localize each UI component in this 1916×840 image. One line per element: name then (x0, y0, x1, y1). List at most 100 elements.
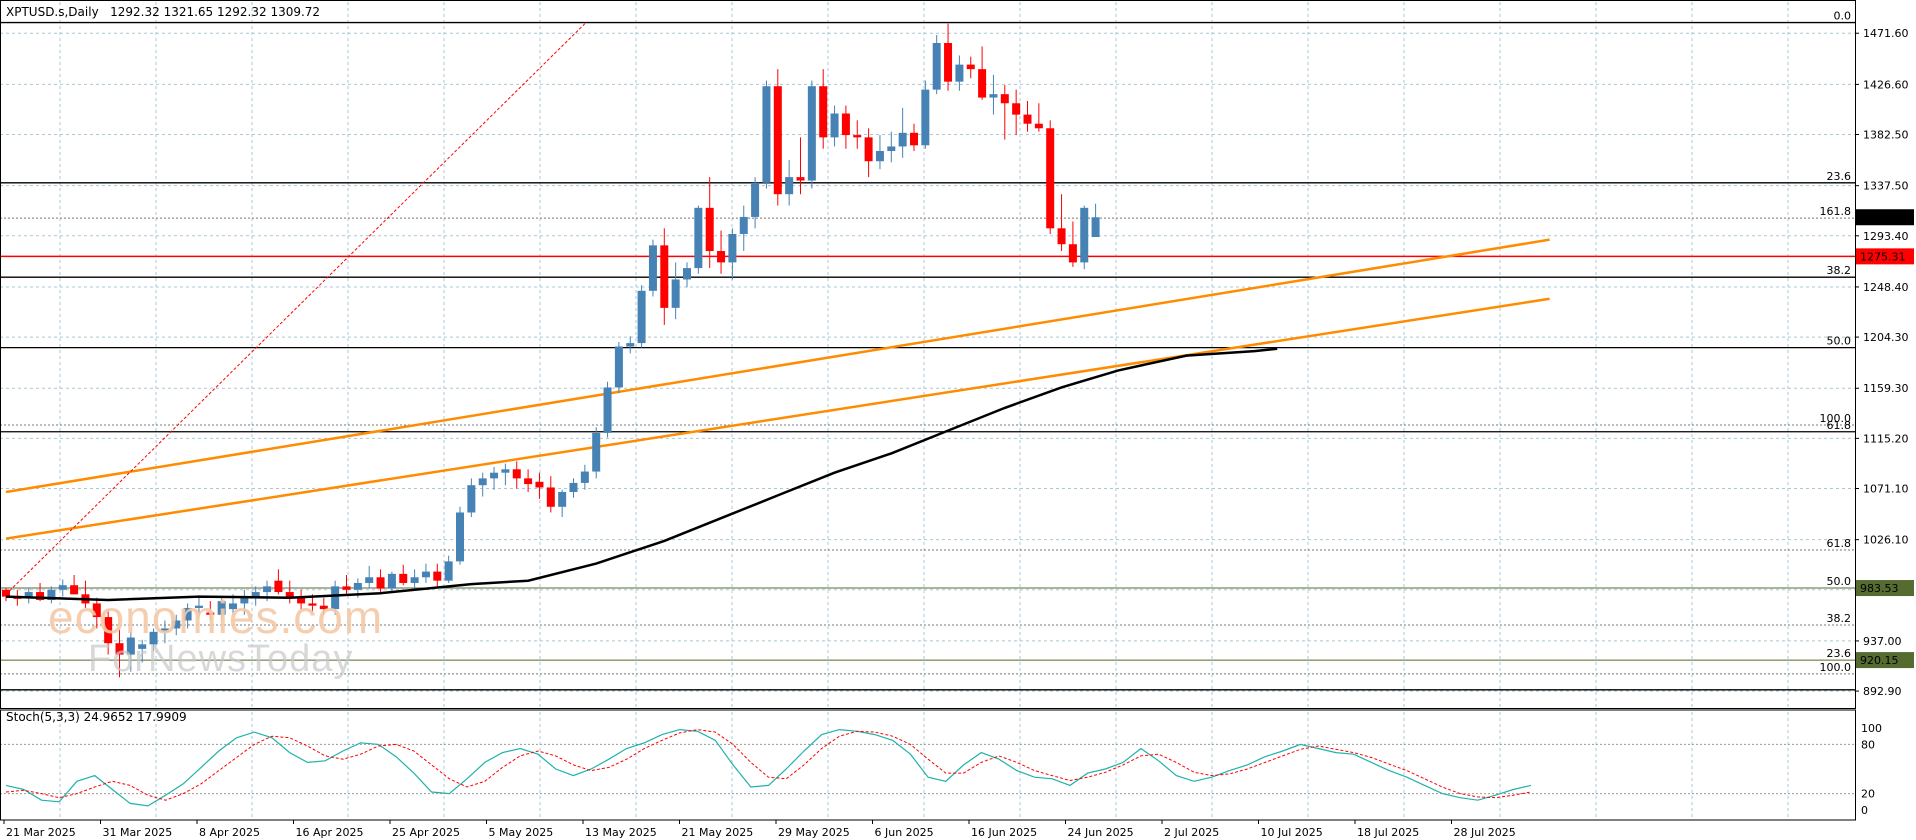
y-tick-label: 1248.40 (1863, 281, 1909, 294)
trendlines (5, 23, 1550, 595)
candle-body (410, 577, 419, 583)
candle (978, 46, 987, 100)
candle-body (932, 43, 941, 90)
candle-body (115, 643, 124, 655)
candle (966, 56, 975, 79)
candle (421, 563, 430, 583)
trendline (5, 238, 1550, 494)
candle-body (978, 69, 987, 98)
candle-body (830, 113, 839, 138)
y-tick-label: 1426.60 (1863, 78, 1909, 91)
candle-body (921, 89, 930, 146)
moving-average (5, 347, 1278, 602)
candle-body (739, 216, 748, 234)
stoch-axis-label: 20 (1861, 788, 1875, 801)
candle (2, 587, 10, 602)
candle (705, 177, 714, 269)
candle (342, 575, 351, 595)
candle (104, 609, 113, 655)
candle (297, 589, 306, 610)
candle-body (160, 628, 169, 632)
stoch-main-line (5, 728, 1532, 807)
candle (626, 336, 635, 354)
candle (648, 239, 657, 297)
candle-body (648, 245, 657, 291)
x-tick-label: 10 Jul 2025 (1261, 826, 1323, 839)
candle-body (319, 605, 328, 610)
candle-body (524, 478, 533, 485)
candle-body (490, 472, 499, 479)
candle-body (1068, 244, 1077, 263)
candle-body (1023, 114, 1032, 124)
price-tag-box (1856, 248, 1914, 265)
x-tick-label: 6 Jun 2025 (875, 826, 934, 839)
y-tick-label: 1071.10 (1863, 482, 1909, 495)
candle (251, 586, 260, 606)
fib-level-label: 50.0 (1827, 575, 1852, 588)
candle (807, 80, 816, 189)
candle (955, 55, 964, 91)
candle-body (705, 207, 714, 252)
candle-body (717, 251, 726, 263)
candle-body (274, 580, 283, 593)
candle (728, 228, 737, 280)
candle (365, 565, 374, 589)
candle-body (1091, 217, 1100, 238)
stoch-panel-border (0, 709, 1856, 821)
candle (217, 597, 226, 621)
candle-body (569, 482, 578, 493)
candle-body (342, 586, 351, 590)
candle (524, 469, 533, 493)
x-tick-label: 24 Jun 2025 (1068, 826, 1134, 839)
y-tick-label: 937.00 (1863, 635, 1902, 648)
candle (944, 23, 953, 91)
candle (81, 580, 90, 608)
candle (331, 580, 340, 615)
candle-body (444, 561, 453, 581)
candle (70, 575, 79, 595)
y-tick-label: 1382.50 (1863, 129, 1909, 142)
x-tick-label: 16 Apr 2025 (296, 826, 364, 839)
candle (910, 123, 918, 151)
candle (614, 341, 623, 394)
candle-body (1012, 103, 1021, 115)
candle-body (297, 597, 306, 604)
candle-body (1034, 123, 1043, 129)
candle (751, 177, 760, 229)
candle (683, 262, 691, 288)
candle-body (70, 585, 79, 595)
candle (194, 597, 203, 618)
price-axis: 1471.60 1426.60 1382.50 1337.50 1293.40 1248.… (1855, 27, 1909, 698)
price-tag-box (1856, 652, 1914, 669)
candle-body (671, 279, 680, 308)
candle-body (1057, 228, 1066, 245)
y-tick-label: 892.90 (1863, 685, 1902, 698)
candle (989, 74, 998, 115)
candle (864, 128, 873, 178)
candle (126, 631, 135, 672)
x-tick-label: 5 May 2025 (489, 826, 554, 839)
y-tick-label: 1293.40 (1863, 230, 1909, 243)
candle (932, 35, 941, 95)
candle-body (785, 177, 794, 195)
candle (1023, 100, 1032, 132)
ohlc-values: 1292.32 1321.65 1292.32 1309.72 (110, 5, 321, 19)
candle (1012, 89, 1021, 136)
candle (410, 569, 419, 589)
candle (92, 597, 101, 629)
candle-body (603, 387, 612, 433)
fib-level-label: 100.0 (1820, 412, 1852, 425)
candle (921, 80, 930, 149)
candle (47, 586, 56, 604)
candle-body (683, 268, 691, 280)
trendline (5, 297, 1550, 540)
candle (1034, 103, 1043, 132)
candle-body (138, 644, 147, 649)
candle (796, 137, 805, 195)
price-tag-label: 1275.31 (1860, 250, 1906, 263)
candle-body (580, 471, 589, 483)
candle-body (263, 586, 272, 593)
candle-body (1046, 128, 1055, 229)
candle (399, 564, 408, 586)
candle (535, 472, 544, 499)
